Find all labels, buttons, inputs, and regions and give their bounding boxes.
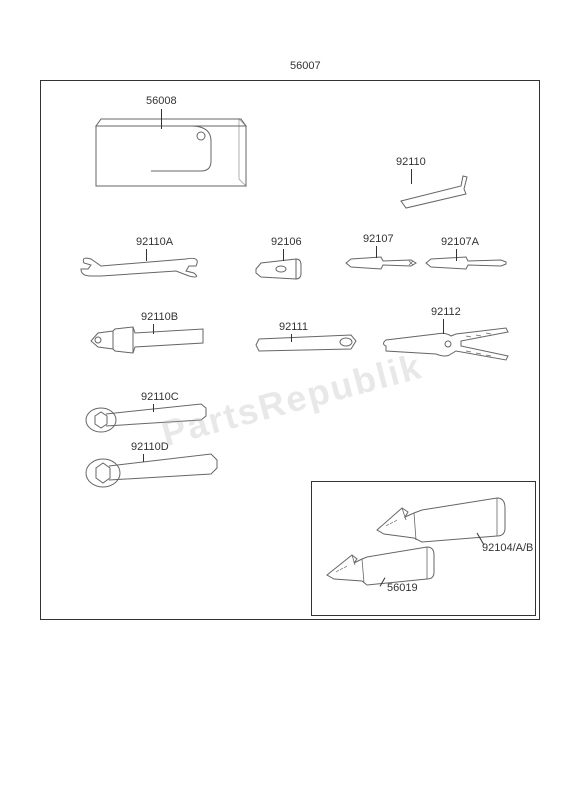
part-label: 92107 — [363, 233, 394, 245]
part-label: 56019 — [387, 582, 418, 594]
pliers-icon — [376, 316, 516, 371]
part-label: 56008 — [146, 95, 177, 107]
diagram-title: 56007 — [290, 60, 321, 72]
part-label: 92110D — [131, 441, 169, 453]
main-diagram-frame: 56008 92110 92110A 92106 92107 92107A 92… — [40, 80, 540, 620]
flat-bit-icon — [421, 251, 511, 276]
phillips-bit-icon — [341, 251, 421, 276]
part-label: 92110B — [141, 311, 178, 323]
part-label: 92104/A/B — [482, 542, 533, 554]
part-label: 92106 — [271, 236, 302, 248]
part-label: 92107A — [441, 236, 479, 248]
sub-diagram-frame: 56019 92104/A/B — [311, 481, 536, 616]
tube-92104-icon — [372, 490, 512, 550]
part-label: 92110A — [136, 236, 173, 248]
part-label: 92110C — [141, 391, 179, 403]
tool-bag-icon — [91, 111, 251, 191]
bar-tool-icon — [251, 331, 361, 356]
part-label: 92111 — [279, 321, 308, 333]
open-wrench-icon — [76, 251, 206, 291]
hex-key-icon — [391, 166, 481, 216]
part-label: 92112 — [431, 306, 461, 318]
screwdriver-handle-icon — [246, 251, 316, 291]
part-label: 92110 — [396, 156, 426, 168]
spark-plug-wrench-icon — [83, 321, 213, 361]
